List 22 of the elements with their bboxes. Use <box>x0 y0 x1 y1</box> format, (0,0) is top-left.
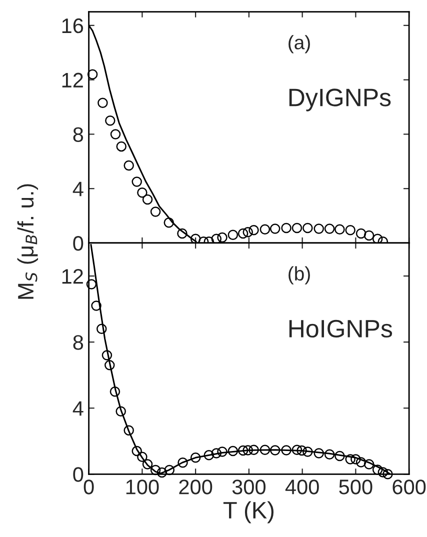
x-tick-label: 0 <box>84 480 94 494</box>
x-tick-label: 200 <box>179 480 212 494</box>
x-tick-label: 600 <box>392 480 426 494</box>
y-tick-label: 0 <box>73 236 84 251</box>
x-axis-title: T (K) <box>223 501 274 524</box>
annotation: (b) <box>288 266 310 284</box>
x-tick-label: 300 <box>232 480 266 494</box>
y-tick-label: 4 <box>72 401 84 416</box>
y-tick-label: 12 <box>62 72 83 88</box>
x-tick-label: 100 <box>126 480 159 494</box>
y-tick-label: 12 <box>62 269 83 284</box>
x-tick-label: 400 <box>285 480 319 494</box>
annotation: DyIGNPs <box>289 88 391 112</box>
y-tick-label: 4 <box>72 182 84 196</box>
y-axis-title: M$_{S}$ (μ$_{B}$/f. u.) <box>17 184 38 299</box>
y-tick-label: 0 <box>73 467 84 482</box>
y-tick-label: 16 <box>62 18 84 34</box>
y-tick-label: 8 <box>73 127 84 142</box>
annotation: HoIGNPs <box>289 320 392 338</box>
y-tick-label: 8 <box>73 335 84 350</box>
x-tick-label: 500 <box>339 480 372 494</box>
annotation: (a) <box>288 35 310 54</box>
